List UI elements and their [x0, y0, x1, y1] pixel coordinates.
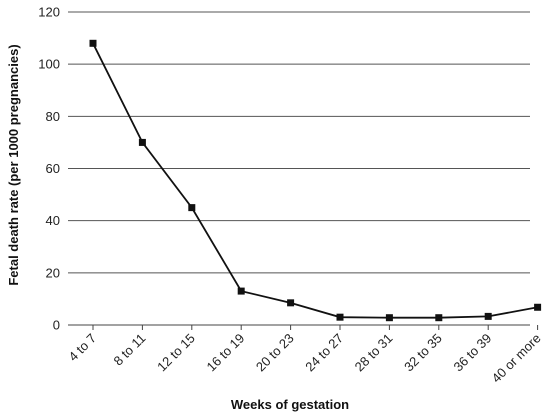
data-point-20-to-23	[287, 299, 295, 307]
x-tick-label: 32 to 35	[401, 331, 445, 375]
series-line	[92, 42, 538, 319]
x-tick-label: 24 to 27	[302, 331, 346, 375]
y-tick-label: 60	[46, 161, 60, 176]
x-tick-label: 4 to 7	[66, 331, 100, 365]
data-point-32-to-35	[435, 314, 443, 322]
y-tick-label: 0	[53, 318, 60, 333]
x-axis-title: Weeks of gestation	[231, 397, 349, 412]
grid-lines	[68, 11, 530, 274]
y-axis-title: Fetal death rate (per 1000 pregnancies)	[6, 44, 21, 285]
x-tick-label: 12 to 15	[154, 331, 198, 375]
x-tick-label: 28 to 31	[352, 331, 396, 375]
x-tick-label: 36 to 39	[450, 331, 494, 375]
x-tick-label: 40 or more	[489, 331, 544, 386]
y-tick-label: 120	[38, 5, 60, 20]
x-tick-label: 20 to 23	[253, 331, 297, 375]
data-point-4-to-7	[89, 39, 97, 47]
data-point-28-to-31	[385, 314, 393, 322]
y-tick-label: 40	[46, 213, 60, 228]
x-tick-labels: 4 to 7 8 to 11 12 to 15 16 to 19 20 to 23 24 …	[66, 325, 544, 386]
y-tick-label: 20	[46, 265, 60, 280]
data-point-12-to-15	[188, 204, 196, 212]
data-point-36-to-39	[484, 312, 492, 320]
data-point-16-to-19	[237, 287, 245, 295]
data-point-8-to-11	[138, 138, 146, 146]
x-tick-label: 8 to 11	[110, 331, 148, 369]
data-point-24-to-27	[336, 313, 344, 321]
y-tick-labels: 0 20 40 60 80 100 120	[38, 5, 60, 333]
series-line-group	[89, 39, 542, 322]
y-tick-label: 100	[38, 57, 60, 72]
y-tick-label: 80	[46, 109, 60, 124]
x-tick-label: 16 to 19	[203, 331, 247, 375]
data-point-40-or-more	[534, 303, 542, 311]
